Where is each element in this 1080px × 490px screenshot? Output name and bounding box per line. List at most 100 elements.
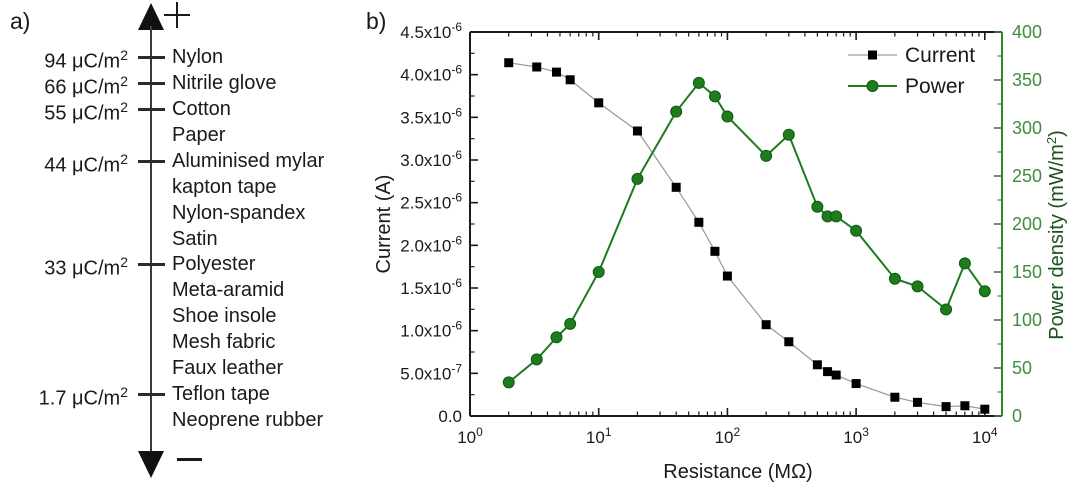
- power-data-point: [850, 224, 863, 237]
- legend-label: Current: [905, 44, 975, 67]
- current-data-point: [784, 337, 794, 347]
- power-data-point: [631, 172, 644, 185]
- material-label: Satin: [172, 227, 218, 250]
- current-data-point: [694, 217, 704, 227]
- charge-density-label: 33 μC/m2: [44, 254, 128, 281]
- current-data-point: [504, 58, 514, 68]
- material-label: kapton tape: [172, 175, 277, 198]
- material-label: Teflon tape: [172, 383, 270, 406]
- material-label: Nylon: [172, 46, 224, 68]
- x-tick-label: 102: [715, 425, 741, 447]
- series-axis-line: [150, 26, 152, 454]
- material-label: Shoe insole: [172, 305, 277, 328]
- y-left-axis-title: Current (A): [373, 175, 395, 274]
- current-data-point: [532, 62, 542, 72]
- power-data-point: [564, 317, 577, 330]
- current-data-point: [831, 370, 841, 380]
- y-right-tick-label: 100: [1012, 310, 1042, 330]
- current-data-point: [552, 67, 562, 77]
- panel-a-label: a): [10, 8, 31, 34]
- scale-tick: [138, 263, 165, 267]
- y-left-tick-label: 0.0: [438, 407, 462, 426]
- current-data-point: [913, 397, 923, 407]
- current-data-point: [851, 379, 861, 389]
- current-data-point: [960, 401, 970, 411]
- y-left-tick-label: 5.0x10-7: [400, 361, 462, 383]
- material-label: Paper: [172, 123, 226, 146]
- power-data-point: [911, 280, 924, 293]
- power-data-point: [811, 200, 824, 213]
- current-data-point: [565, 75, 575, 85]
- power-data-point: [830, 210, 843, 223]
- current-data-point: [980, 404, 990, 414]
- charge-density-label: 55 μC/m2: [44, 98, 128, 125]
- charge-density-label: 44 μC/m2: [44, 150, 128, 177]
- y-left-tick-label: 2.5x10-6: [400, 191, 462, 213]
- y-left-tick-label: 3.5x10-6: [400, 105, 462, 127]
- power-data-point: [782, 128, 795, 141]
- current-data-point: [823, 367, 833, 377]
- material-label: Polyester: [172, 253, 256, 276]
- y-right-tick-label: 150: [1012, 262, 1042, 282]
- current-data-point: [594, 98, 604, 108]
- power-data-point: [940, 303, 953, 316]
- power-data-point: [978, 285, 991, 298]
- charge-density-label: 1.7 μC/m2: [38, 384, 128, 410]
- legend-marker-sample: [868, 50, 877, 60]
- material-label: Mesh fabric: [172, 331, 276, 354]
- current-data-point: [812, 360, 822, 370]
- current-data-point: [761, 320, 771, 330]
- current-series-line: [508, 62, 985, 410]
- legend-label: Power: [905, 75, 965, 98]
- arrow-down-icon: [138, 451, 164, 478]
- y-right-tick-label: 200: [1012, 214, 1042, 234]
- scale-tick: [138, 56, 165, 59]
- power-data-point: [692, 76, 705, 89]
- scale-tick: [138, 107, 165, 111]
- minus-sign-icon: [177, 458, 202, 461]
- current-data-point: [671, 182, 681, 192]
- panel-b-label: b): [366, 8, 387, 34]
- power-series-line: [508, 81, 986, 384]
- power-data-point: [502, 376, 515, 389]
- power-data-point: [958, 257, 971, 270]
- y-right-tick-label: 400: [1012, 22, 1042, 42]
- power-data-point: [888, 272, 901, 285]
- charge-density-label: 94 μC/m2: [44, 47, 128, 73]
- current-data-point: [632, 126, 642, 136]
- x-tick-label: 100: [457, 425, 483, 447]
- material-label: Aluminised mylar: [172, 149, 325, 172]
- material-label: Faux leather: [172, 357, 284, 380]
- current-data-point: [941, 402, 951, 412]
- legend-marker-sample: [866, 80, 879, 92]
- y-left-tick-label: 4.0x10-6: [400, 63, 462, 85]
- power-data-point: [592, 266, 605, 278]
- y-right-tick-label: 0: [1012, 406, 1022, 426]
- power-data-point: [708, 90, 721, 103]
- scale-tick: [138, 159, 165, 163]
- x-tick-label: 101: [586, 425, 612, 447]
- power-data-point: [760, 149, 773, 162]
- y-left-tick-label: 1.5x10-6: [400, 276, 462, 298]
- material-label: Neoprene rubber: [172, 409, 324, 432]
- y-right-tick-label: 350: [1012, 70, 1042, 90]
- power-data-point: [670, 105, 683, 118]
- x-tick-label: 103: [843, 425, 869, 447]
- y-right-axis-title: Power density (mW/m2): [1044, 130, 1068, 340]
- power-data-point: [721, 110, 734, 123]
- y-left-tick-label: 4.5x10-6: [400, 20, 462, 42]
- plus-sign-icon: [164, 2, 190, 28]
- material-label: Nitrile glove: [172, 71, 277, 94]
- current-data-point: [722, 271, 732, 281]
- y-right-tick-label: 300: [1012, 118, 1042, 138]
- y-left-tick-label: 2.0x10-6: [400, 233, 462, 255]
- material-label: Nylon-spandex: [172, 201, 306, 224]
- x-axis-title: Resistance (MΩ): [663, 461, 812, 483]
- y-left-tick-label: 1.0x10-6: [400, 319, 462, 341]
- power-data-point: [530, 353, 543, 366]
- y-right-tick-label: 250: [1012, 166, 1042, 186]
- x-tick-label: 104: [972, 425, 998, 447]
- current-power-vs-resistance-chart: 100 101 102 103 104 0.0 5.0x10-7 1.0x10-6 1.5x10…: [373, 20, 1068, 483]
- material-label: Meta-aramid: [172, 279, 285, 302]
- current-data-point: [890, 392, 900, 402]
